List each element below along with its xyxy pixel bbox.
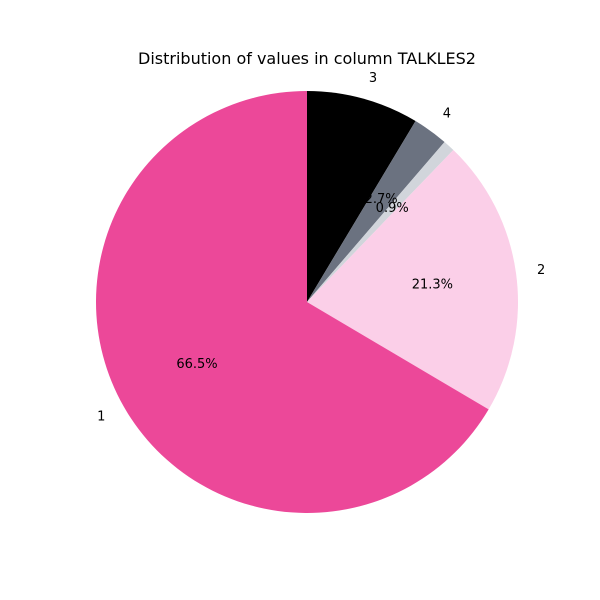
pie-slice: [307, 141, 454, 302]
slice-percentage-label: 21.3%: [412, 277, 453, 292]
slice-category-label: 4: [443, 106, 451, 121]
slice-percentage-label: 66.5%: [176, 357, 217, 372]
slice-percentage-label: 8.6%: [324, 173, 357, 188]
category-labels: 3 4 2 1: [97, 71, 545, 425]
percentage-labels: 8.6% 2.7%0.9% 21.3% 66.5%: [176, 173, 453, 373]
pie-slices: [96, 91, 519, 513]
pie-slice: [307, 91, 416, 302]
slice-category-label: 1: [97, 410, 105, 425]
pie-slice: [307, 150, 519, 410]
slice-category-label: 3: [369, 71, 377, 86]
slice-percentage-label: 0.9%: [376, 201, 409, 216]
pie-slice: [96, 91, 489, 513]
slice-percentage-label: 2.7%: [365, 192, 398, 207]
chart-title: Distribution of values in column TALKLES…: [138, 49, 476, 68]
slice-category-label: 2: [537, 263, 545, 278]
pie-slice: [307, 121, 445, 302]
